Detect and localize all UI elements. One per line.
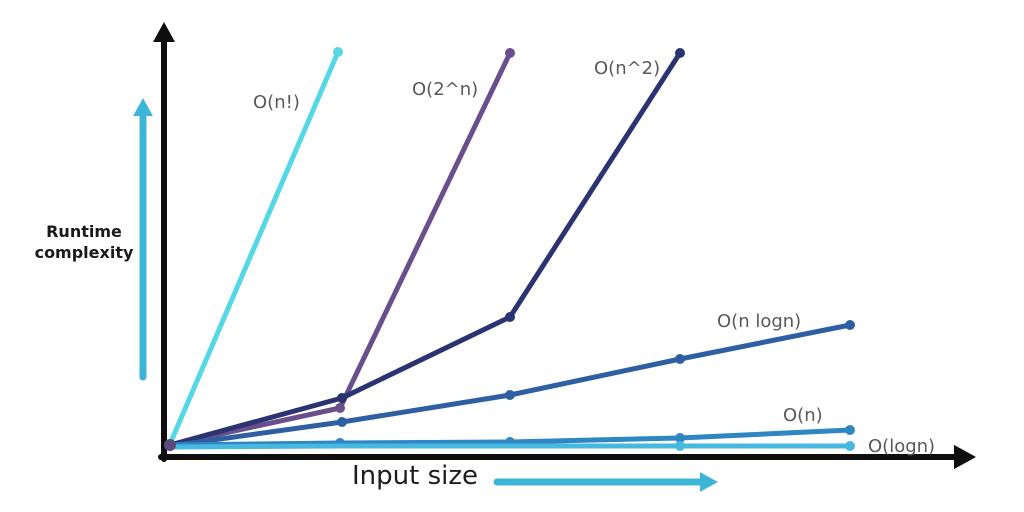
series-dot-n-squared: [675, 48, 685, 58]
x-axis-label: Input size: [352, 461, 479, 491]
series-label-n-squared: O(n^2): [594, 58, 660, 79]
series-label-2-pow-n: O(2^n): [412, 79, 478, 100]
origin-dot: [164, 439, 176, 451]
series-dot-n: [845, 425, 855, 435]
series-dot-2-pow-n: [335, 403, 345, 413]
series-dot-n: [675, 433, 685, 443]
series-dot-2-pow-n: [505, 48, 515, 58]
series-line-n-factorial: [167, 49, 341, 447]
y-axis-head: [153, 22, 175, 42]
series-dot-n-squared: [337, 393, 347, 403]
y-axis-label: Runtime complexity: [34, 222, 134, 262]
x-axis-head: [954, 444, 976, 470]
input-direction-arrow-head: [700, 472, 718, 492]
series-dot-n-logn: [845, 320, 855, 330]
series-dot-n-logn: [337, 417, 347, 427]
series-dot-logn: [675, 441, 685, 451]
runtime-direction-arrow-head: [133, 98, 153, 116]
series-line-n-squared: [167, 50, 683, 448]
series-dot-n-logn: [675, 354, 685, 364]
series-dot-n-logn: [505, 390, 515, 400]
series-label-logn: O(logn): [868, 436, 935, 457]
series-dot-n-factorial: [333, 47, 343, 57]
series-dot-n-squared: [505, 312, 515, 322]
series-label-n-logn: O(n logn): [717, 311, 801, 332]
series-line-n-logn: [167, 322, 853, 449]
series-label-n: O(n): [783, 405, 823, 426]
series-line-logn: [167, 443, 853, 450]
series-line-2-pow-n: [167, 50, 513, 448]
series-dot-logn: [845, 441, 855, 451]
series-label-n-factorial: O(n!): [253, 92, 300, 113]
